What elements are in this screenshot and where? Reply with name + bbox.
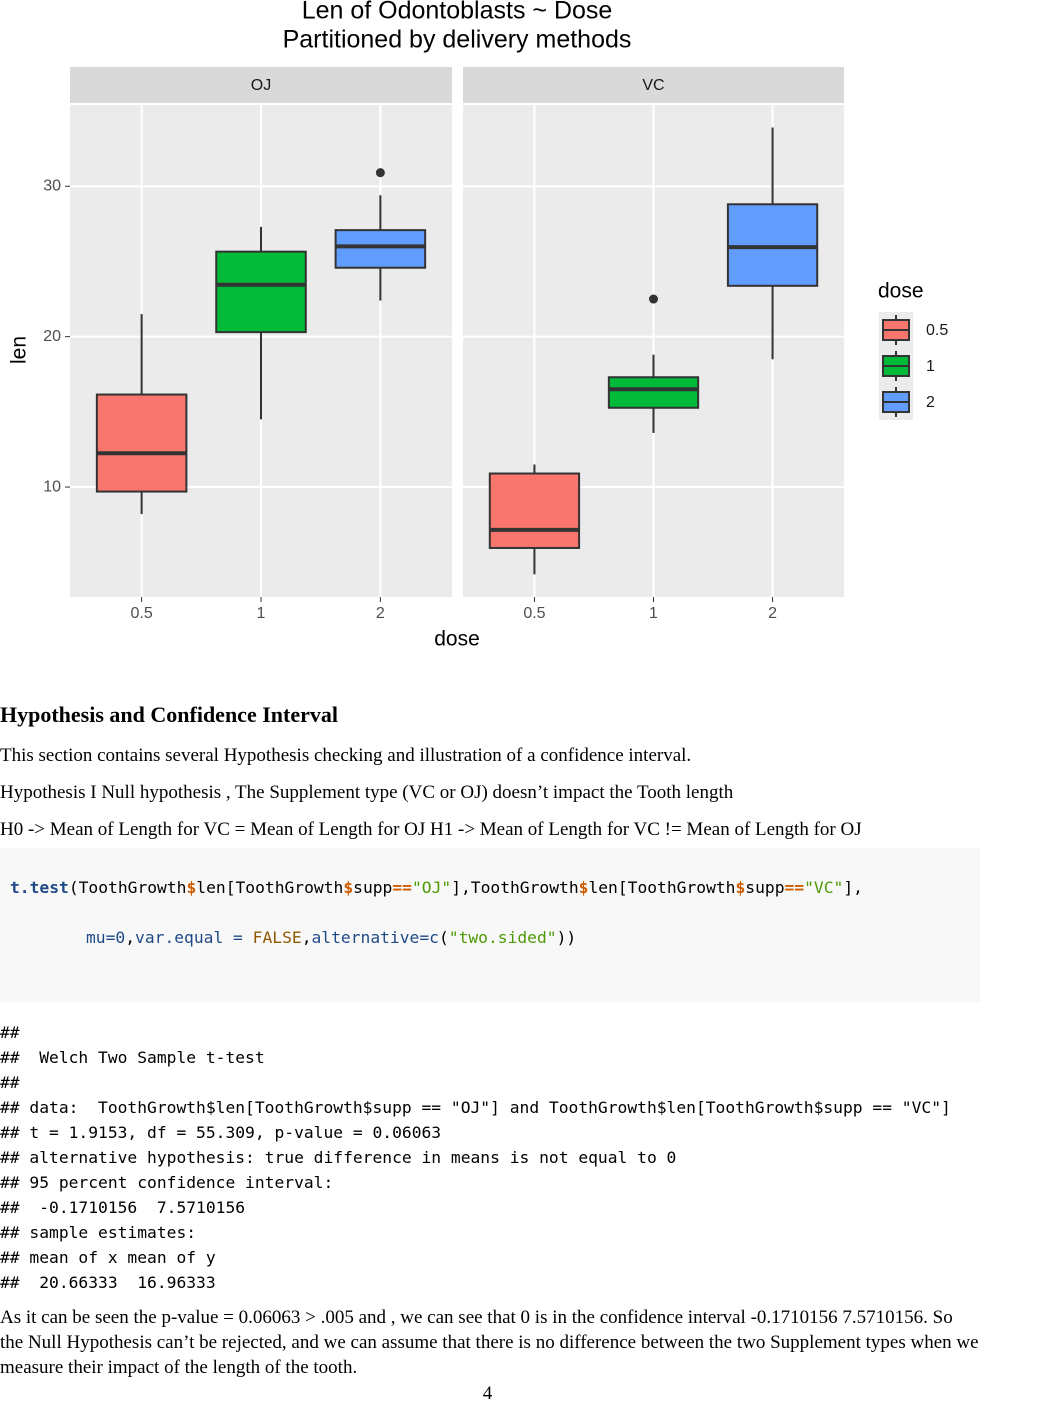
code-token: ( — [438, 928, 449, 947]
x-tick-label: 1 — [257, 605, 266, 622]
paragraph: Hypothesis I Null hypothesis , The Suppl… — [0, 782, 734, 803]
code-token: == — [392, 878, 412, 897]
code-token: $ — [578, 878, 589, 897]
box — [726, 203, 819, 287]
legend-label: 1 — [926, 358, 935, 375]
output-line: ## — [0, 1023, 20, 1042]
box — [488, 472, 581, 549]
code-token: $ — [343, 878, 354, 897]
code-token: supp — [745, 878, 785, 897]
code-token: alternative= — [311, 928, 430, 947]
code-block: t.test(ToothGrowth$len[ToothGrowth$supp=… — [0, 848, 980, 1002]
output-line: ## — [0, 1073, 20, 1092]
y-tick-label: 10 — [43, 478, 61, 495]
paragraph: As it can be seen the p-value = 0.06063 … — [0, 1307, 979, 1378]
output-line: ## -0.1710156 7.5710156 — [0, 1198, 246, 1217]
x-tick-label: 2 — [768, 605, 777, 622]
output-line: ## Welch Two Sample t-test — [0, 1048, 265, 1067]
box — [95, 393, 188, 493]
chart: Len of Odontoblasts ~ Dose Partitioned b… — [8, 0, 949, 651]
code-output: ## ## Welch Two Sample t-test ## ## data: T… — [0, 1020, 980, 1295]
code-token: "two.sided" — [448, 928, 557, 947]
x-axis-title: dose — [434, 628, 480, 651]
code-token: len[ToothGrowth — [588, 878, 736, 897]
paragraph: H0 -> Mean of Length for VC = Mean of Le… — [0, 819, 862, 840]
code-line: t.test(ToothGrowth$len[ToothGrowth$supp=… — [10, 875, 970, 900]
heading: Hypothesis and Confidence Interval — [0, 702, 338, 727]
output-line: ## sample estimates: — [0, 1223, 197, 1242]
y-tick-label: 30 — [43, 177, 61, 194]
output-line: ## 20.66333 16.96333 — [0, 1273, 216, 1292]
code-token: == — [784, 878, 805, 897]
code-token: supp — [353, 878, 393, 897]
paragraph: This section contains several Hypothesis… — [0, 745, 692, 766]
outlier — [375, 168, 385, 178]
page-number: 4 — [482, 1383, 493, 1402]
code-token: $ — [186, 878, 197, 897]
box — [607, 376, 700, 409]
y-tick-label: 20 — [43, 328, 61, 345]
code-token: (ToothGrowth — [68, 878, 187, 897]
code-token: FALSE — [252, 928, 302, 947]
facet-label: OJ — [251, 77, 271, 94]
panel-strip — [463, 67, 844, 103]
code-token: "OJ" — [411, 878, 452, 897]
x-tick-label: 2 — [376, 605, 385, 622]
panel-strip — [70, 67, 452, 103]
code-line: mu=0,var.equal = FALSE,alternative=c("tw… — [10, 925, 970, 950]
code-token: len[ToothGrowth — [196, 878, 344, 897]
output-line: ## alternative hypothesis: true differen… — [0, 1148, 677, 1167]
facet-label: VC — [642, 77, 664, 94]
code-token: )) — [556, 928, 577, 947]
output-line: ## mean of x mean of y — [0, 1248, 216, 1267]
section: Hypothesis and Confidence Interval This … — [0, 702, 980, 1380]
box — [215, 250, 307, 334]
code-token: , — [301, 928, 312, 947]
code-token: mu=0 — [86, 928, 126, 947]
box — [334, 229, 427, 269]
code-token: ], — [843, 878, 863, 897]
output-line: ## t = 1.9153, df = 55.309, p-value = 0.… — [0, 1123, 442, 1142]
code-token: c — [429, 928, 439, 947]
code-token: , — [125, 928, 136, 947]
x-tick-label: 0.5 — [523, 605, 545, 622]
code-token: ],ToothGrowth — [451, 878, 579, 897]
legend-label: 0.5 — [926, 322, 948, 339]
legend-title: dose — [878, 280, 924, 303]
code-token: $ — [735, 878, 746, 897]
chart-subtitle: Partitioned by delivery methods — [283, 26, 632, 54]
outlier — [649, 294, 658, 304]
x-tick-label: 1 — [649, 605, 658, 622]
output-line: ## data: ToothGrowth$len[ToothGrowth$sup… — [0, 1098, 951, 1117]
code-token: var.equal = — [135, 928, 253, 947]
code-token: t.test — [10, 878, 69, 897]
output-line: ## 95 percent confidence interval: — [0, 1173, 334, 1192]
code-token: "VC" — [804, 878, 844, 897]
legend-label: 2 — [926, 394, 935, 411]
y-axis-title: len — [8, 336, 31, 364]
x-tick-label: 0.5 — [131, 605, 153, 622]
chart-title: Len of Odontoblasts ~ Dose — [302, 0, 613, 25]
